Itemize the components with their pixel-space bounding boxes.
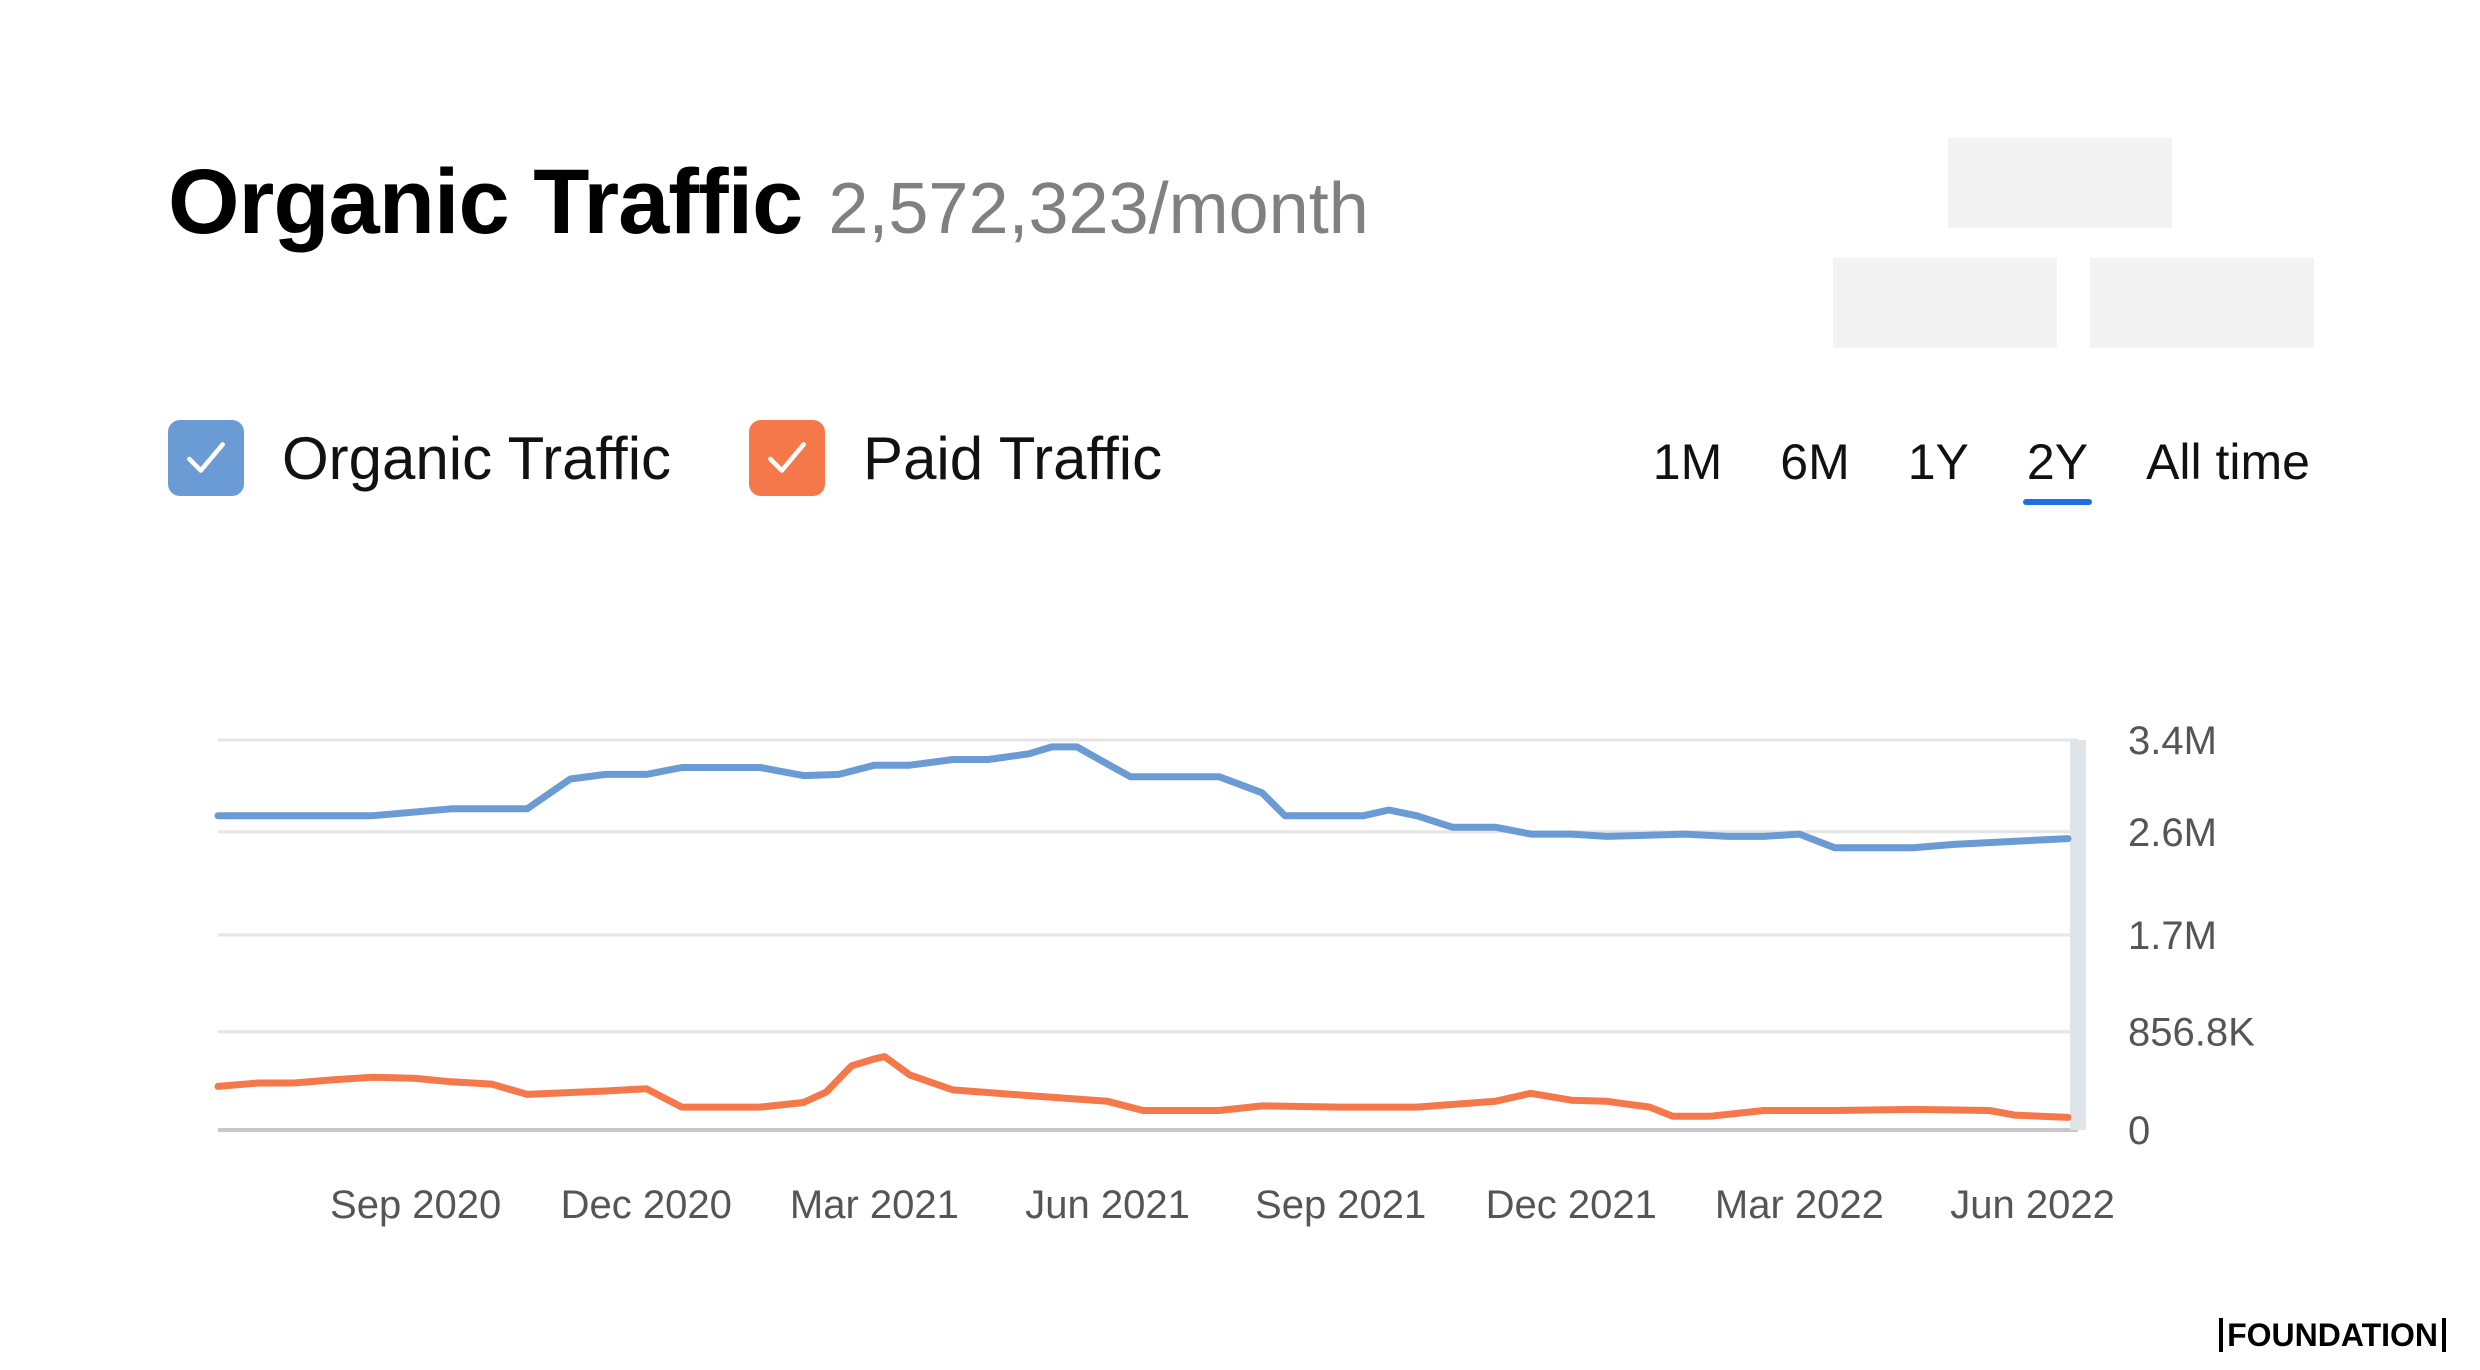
range-all-time[interactable]: All time: [2146, 434, 2310, 490]
y-tick-label: 2.6M: [2128, 811, 2217, 855]
x-tick-label: Jun 2022: [1950, 1183, 2115, 1227]
legend-label-organic: Organic Traffic: [282, 424, 672, 492]
range-2y[interactable]: 2Y: [2022, 433, 2093, 505]
placeholder-block-top: [1948, 138, 2172, 228]
y-tick-label: 856.8K: [2128, 1011, 2255, 1055]
page-title: Organic Traffic 2,572,323/month: [168, 150, 1369, 255]
traffic-per-month: 2,572,323/month: [828, 169, 1369, 249]
title-text: Organic Traffic: [168, 151, 803, 253]
range-6m[interactable]: 6M: [1780, 434, 1850, 490]
x-tick-label: Mar 2022: [1715, 1183, 1884, 1227]
x-tick-label: Sep 2021: [1255, 1183, 1426, 1227]
range-1m[interactable]: 1M: [1652, 434, 1723, 490]
placeholder-block-right: [2090, 258, 2314, 348]
time-range-selector: 1M 6M 1Y 2Y All time: [1595, 433, 2310, 505]
range-1y[interactable]: 1Y: [1907, 434, 1969, 490]
check-icon: [768, 442, 807, 473]
x-tick-label: Dec 2020: [561, 1183, 732, 1227]
series-lines: [214, 743, 2072, 1121]
series-line-paid-traffic: [214, 1053, 2072, 1121]
placeholder-block-left: [1833, 258, 2057, 348]
legend-item-organic[interactable]: Organic Traffic: [168, 420, 671, 496]
y-axis-labels: 0 856.8K 1.7M 2.6M 3.4M: [2128, 719, 2255, 1153]
paid-checkbox[interactable]: [749, 420, 826, 496]
legend-label-paid: Paid Traffic: [863, 424, 1163, 492]
x-axis-labels: Sep 2020 Dec 2020 Mar 2021 Jun 2021 Sep 2021…: [330, 1183, 2115, 1227]
x-tick-label: Mar 2021: [790, 1183, 959, 1227]
y-tick-label: 3.4M: [2128, 719, 2217, 763]
hover-cursor-band: [2070, 740, 2086, 1130]
y-tick-label: 0: [2128, 1109, 2150, 1153]
legend: Organic Traffic Paid Traffic: [168, 420, 1240, 496]
series-line-organic-traffic: [214, 743, 2072, 852]
check-icon: [187, 442, 225, 473]
legend-item-paid[interactable]: Paid Traffic: [749, 420, 1162, 496]
brand-logo: FOUNDATION: [2219, 1318, 2446, 1352]
grid-lines: [218, 738, 2078, 1132]
x-tick-label: Sep 2020: [330, 1183, 501, 1227]
x-tick-label: Dec 2021: [1486, 1183, 1657, 1227]
x-tick-label: Jun 2021: [1025, 1183, 1190, 1227]
organic-checkbox[interactable]: [168, 420, 244, 496]
y-tick-label: 1.7M: [2128, 914, 2217, 958]
